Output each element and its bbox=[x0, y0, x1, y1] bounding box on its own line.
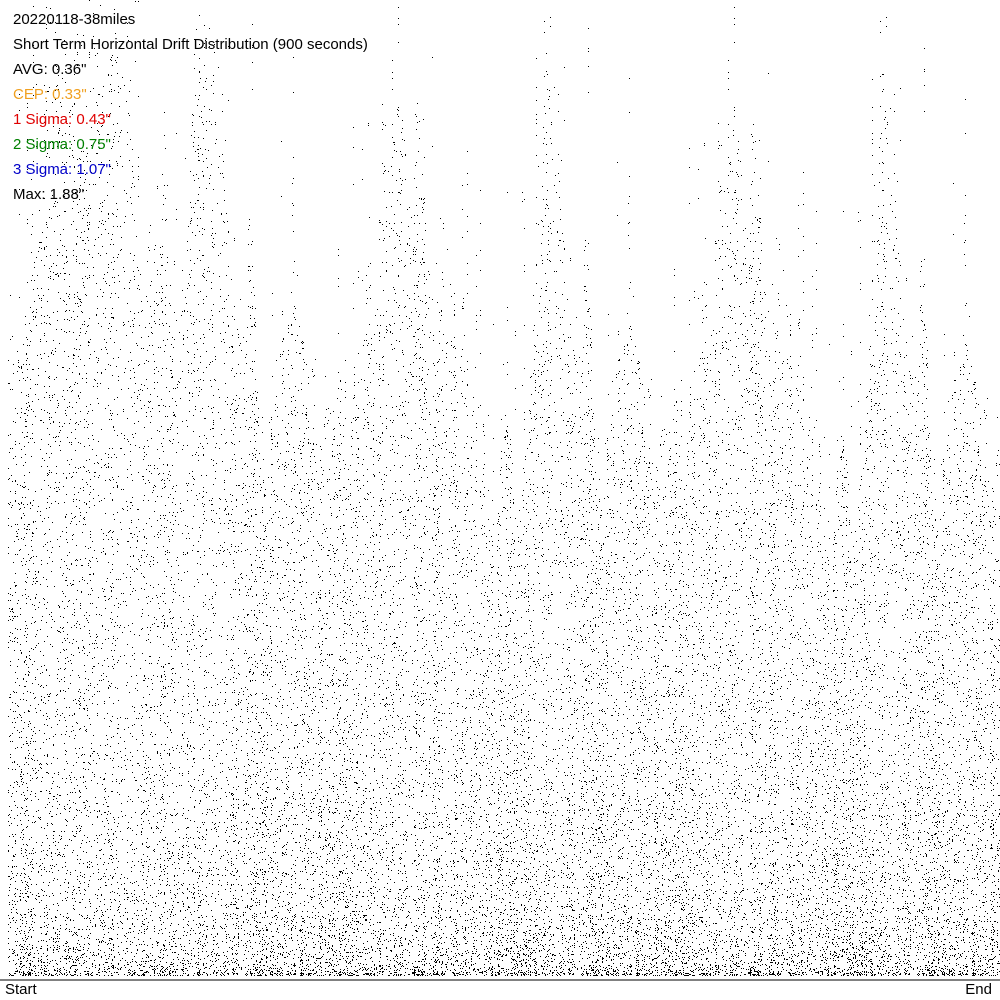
chart-title: 20220118-38miles bbox=[13, 11, 135, 28]
x-end-label: End bbox=[965, 981, 992, 998]
x-start-label: Start bbox=[5, 981, 38, 998]
stat-label: CEP: 0.33" bbox=[13, 86, 87, 103]
stat-label: Max: 1.88" bbox=[13, 186, 84, 203]
drift-dot-field bbox=[8, 0, 1000, 976]
stat-label: 2 Sigma: 0.75" bbox=[13, 136, 111, 153]
stat-label: 1 Sigma: 0.43" bbox=[13, 111, 111, 128]
chart-subtitle: Short Term Horizontal Drift Distribution… bbox=[13, 36, 368, 53]
stat-label: AVG: 0.36" bbox=[13, 61, 86, 78]
stat-label: 3 Sigma: 1.07" bbox=[13, 161, 111, 178]
